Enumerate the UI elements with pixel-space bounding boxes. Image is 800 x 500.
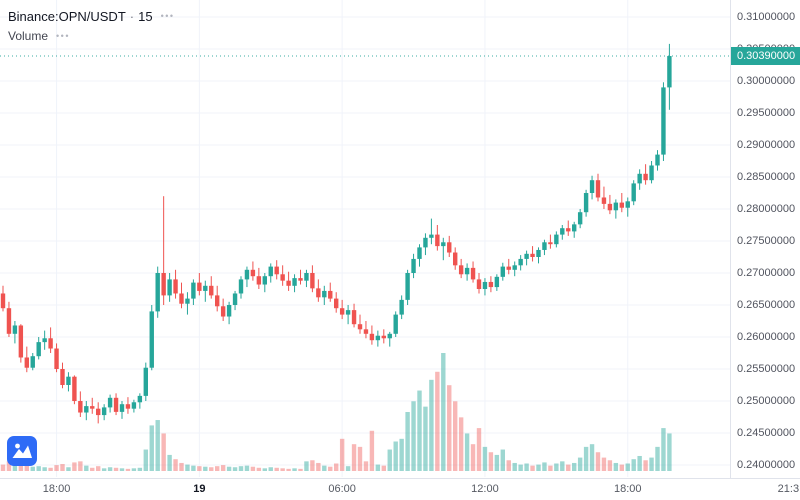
time-axis-label: 06:00 (328, 483, 356, 495)
time-axis-label: 12:00 (471, 483, 499, 495)
volume-menu-icon[interactable]: ••• (56, 31, 70, 41)
time-axis-divider (0, 478, 800, 479)
price-axis-label: 0.27500000 (737, 235, 796, 247)
price-axis-label: 0.25000000 (737, 395, 796, 407)
price-axis-label: 0.30000000 (737, 75, 796, 87)
time-axis[interactable]: 18:00 19 06:00 12:00 18:00 21:3 (0, 479, 800, 500)
last-price-badge: 0.30390000 (730, 47, 800, 66)
time-axis-label: 21:3 (777, 483, 800, 495)
time-axis-label: 18:00 (42, 483, 71, 495)
tradingview-logo-icon[interactable] (7, 436, 37, 466)
time-axis-label: 18:00 (613, 483, 642, 495)
price-axis[interactable]: 0.30390000 0.310000000.305000000.3000000… (730, 0, 800, 478)
interval-label[interactable]: 15 (138, 8, 153, 24)
symbol-row: Binance:OPN/USDT · 15 ••• (8, 6, 175, 26)
price-axis-label: 0.28000000 (737, 203, 796, 215)
price-axis-label: 0.28500000 (737, 171, 796, 183)
price-axis-label: 0.31000000 (737, 11, 796, 23)
indicator-row: Volume ••• (8, 26, 175, 46)
legend-separator: · (129, 8, 135, 24)
price-axis-label: 0.24000000 (737, 459, 796, 471)
symbol-menu-icon[interactable]: ••• (160, 11, 175, 21)
price-axis-label: 0.29500000 (737, 107, 796, 119)
time-axis-label: 19 (193, 483, 206, 495)
symbol-title[interactable]: Binance:OPN/USDT (8, 8, 126, 24)
price-axis-label: 0.26500000 (737, 299, 796, 311)
chart-legend: Binance:OPN/USDT · 15 ••• Volume ••• (8, 6, 175, 46)
price-axis-label: 0.26000000 (737, 331, 796, 343)
price-axis-divider (730, 0, 731, 500)
volume-indicator-label[interactable]: Volume (8, 29, 49, 43)
candlestick-chart[interactable] (0, 0, 730, 478)
price-axis-label: 0.25500000 (737, 363, 796, 375)
price-axis-label: 0.24500000 (737, 427, 796, 439)
price-axis-label: 0.27000000 (737, 267, 796, 279)
price-axis-label: 0.29000000 (737, 139, 796, 151)
